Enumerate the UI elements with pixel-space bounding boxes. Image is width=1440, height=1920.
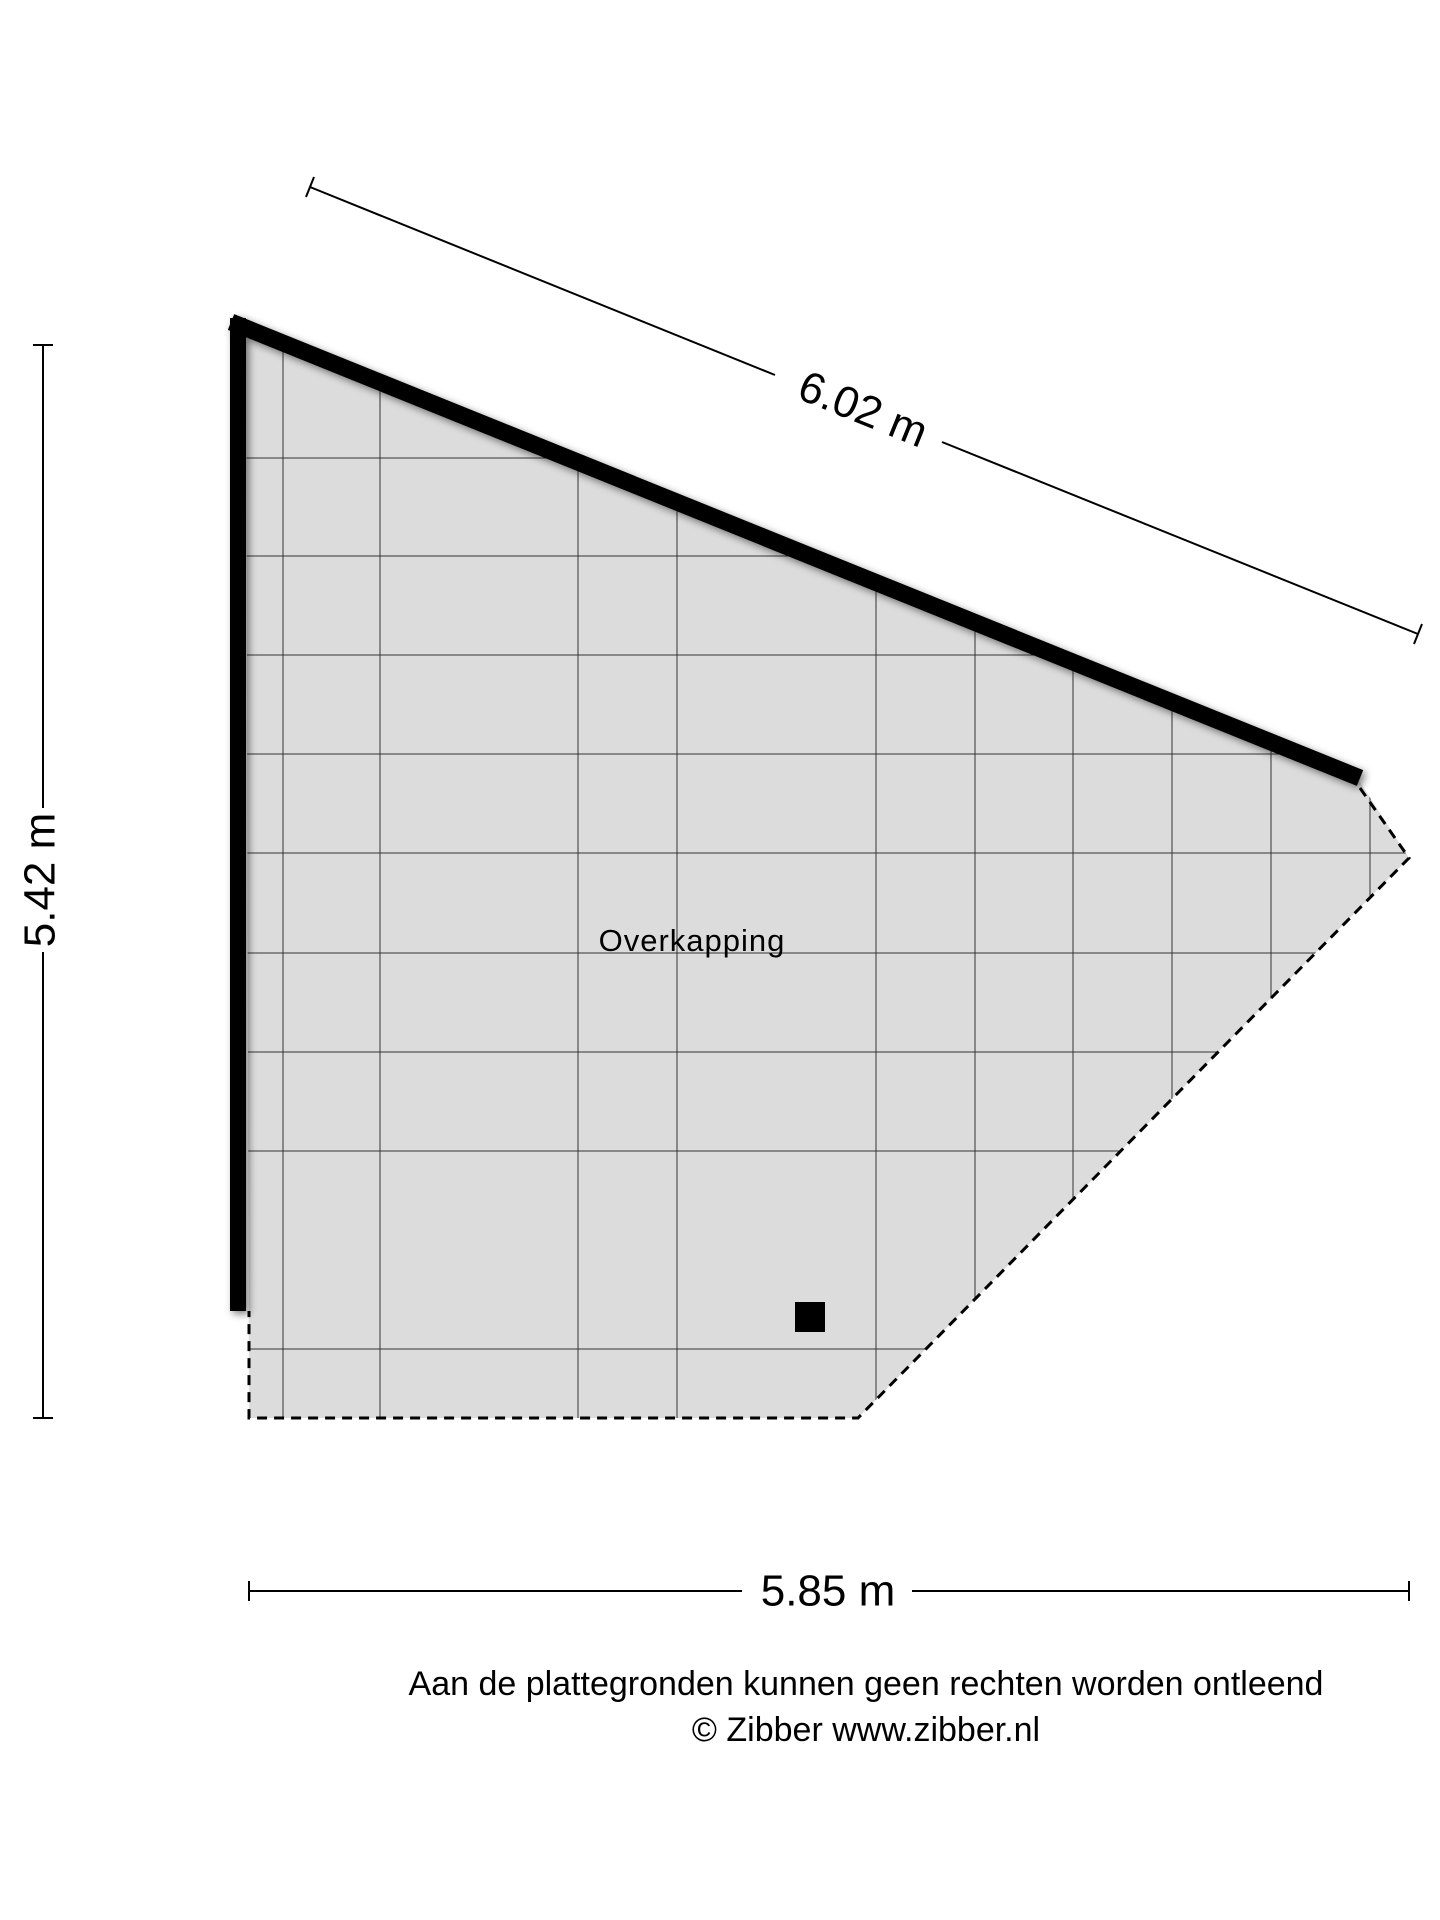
dimension-label: 6.02 m	[792, 361, 935, 457]
dimension-label: 5.85 m	[761, 1567, 896, 1616]
copyright: © Zibber www.zibber.nl	[692, 1711, 1040, 1749]
open-edge	[247, 787, 1411, 1420]
dimension-left: 5.42 m	[16, 344, 65, 1419]
disclaimer: Aan de plattegronden kunnen geen rechten…	[409, 1665, 1324, 1703]
dimension-label: 5.42 m	[16, 813, 65, 948]
room-floor	[246, 332, 1409, 1418]
column	[795, 1302, 825, 1332]
dimension-bottom: 5.85 m	[248, 1567, 1410, 1616]
room-label: Overkapping	[599, 923, 786, 958]
walls	[227, 314, 1364, 1311]
